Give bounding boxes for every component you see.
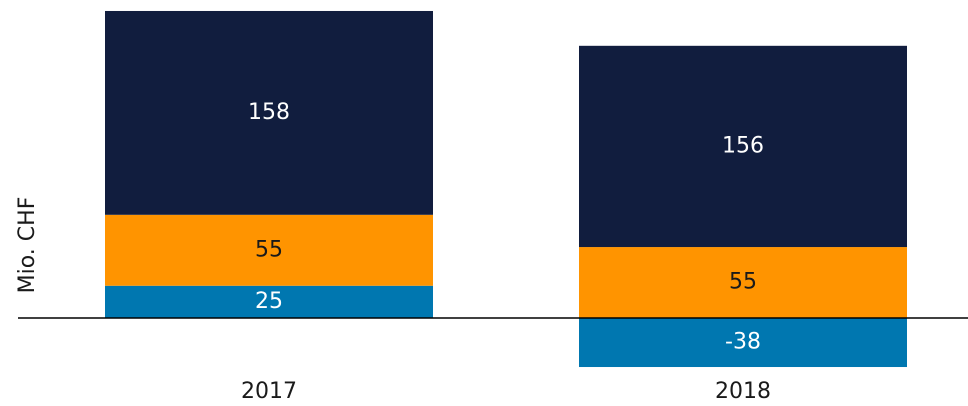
value-label: -38 xyxy=(725,330,761,355)
bar-segment xyxy=(105,10,433,215)
bar-segment xyxy=(105,285,433,318)
bar-segment xyxy=(579,45,907,248)
y-axis-label: Mio. CHF xyxy=(15,197,40,294)
bar-segment xyxy=(105,214,433,286)
bar-segment xyxy=(579,318,907,368)
bar-segment xyxy=(579,247,907,318)
x-tick-label: 2017 xyxy=(241,379,297,404)
value-label: 158 xyxy=(248,100,290,125)
value-label: 55 xyxy=(255,237,283,262)
value-label: 55 xyxy=(729,270,757,295)
value-label: 156 xyxy=(722,133,764,158)
x-tick-label: 2018 xyxy=(715,379,771,404)
value-label: 25 xyxy=(255,289,283,314)
